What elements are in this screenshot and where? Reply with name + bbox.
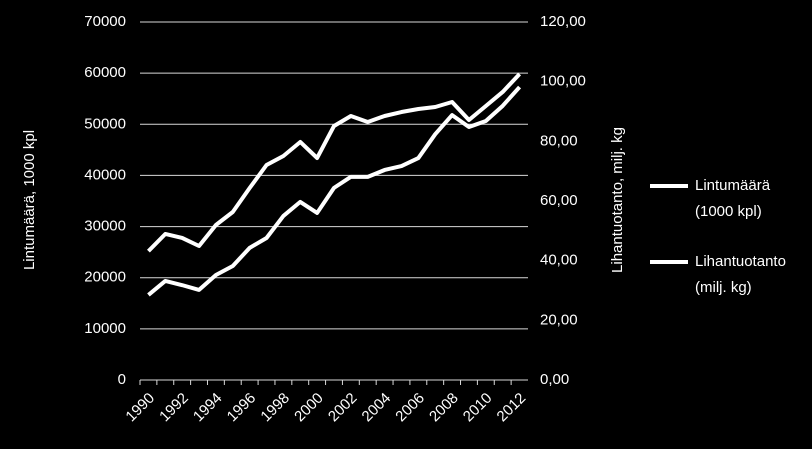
x-tick-label: 2000	[291, 390, 327, 426]
x-tick-label: 2012	[494, 390, 530, 426]
y2-tick-label: 40,00	[540, 252, 578, 269]
x-tick-label: 2002	[325, 390, 361, 426]
y2-tick-label: 80,00	[540, 132, 578, 149]
x-tick-label: 1994	[190, 390, 226, 426]
y2-tick-label: 20,00	[540, 311, 578, 328]
y2-axis-title: Lihantuotanto, milj. kg	[609, 127, 626, 273]
y2-tick-label: 0,00	[540, 371, 569, 388]
series-line	[147, 85, 522, 297]
x-tick-label: 2010	[460, 390, 496, 426]
y-axis-title: Lintumäärä, 1000 kpl	[21, 130, 38, 270]
x-tick-label: 1990	[122, 390, 158, 426]
y-tick-label: 30000	[84, 218, 126, 235]
y-tick-label: 10000	[84, 320, 126, 337]
series-line	[147, 72, 522, 253]
legend-label: Lintumäärä (1000 kpl)	[695, 177, 771, 220]
y-tick-label: 50000	[84, 115, 126, 132]
y-tick-label: 60000	[84, 64, 126, 81]
x-tick-label: 1992	[156, 390, 192, 426]
y2-tick-label: 60,00	[540, 192, 578, 209]
x-tick-label: 1998	[257, 390, 293, 426]
x-tick-label: 2008	[426, 390, 462, 426]
y-tick-label: 20000	[84, 269, 126, 286]
x-tick-label: 2004	[359, 390, 395, 426]
x-tick-label: 2006	[392, 390, 428, 426]
y-tick-label: 40000	[84, 166, 126, 183]
y-tick-label: 0	[118, 371, 126, 388]
x-tick-label: 1996	[224, 390, 260, 426]
legend-label: Lihantuotanto (milj. kg)	[695, 253, 786, 296]
y2-tick-label: 100,00	[540, 73, 586, 90]
y-tick-label: 70000	[84, 13, 126, 30]
y2-tick-label: 120,00	[540, 13, 586, 30]
